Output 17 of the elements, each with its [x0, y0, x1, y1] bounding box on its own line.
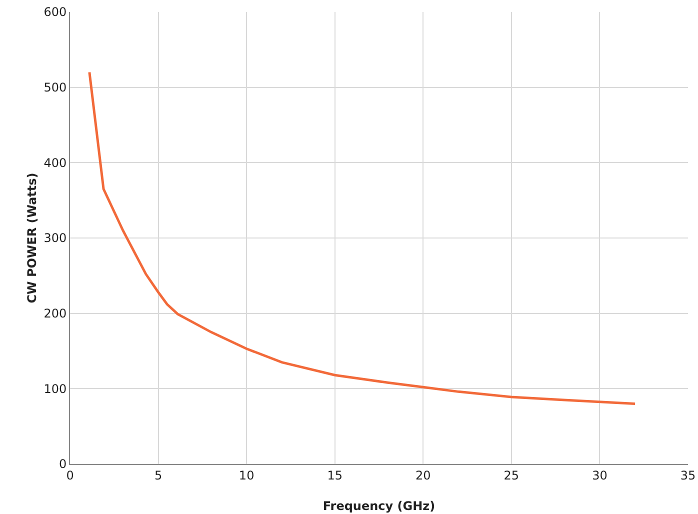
x-tick-label: 15: [327, 468, 342, 482]
x-tick-label: 25: [504, 468, 520, 482]
y-tick-label: 400: [44, 156, 67, 170]
x-tick-label: 5: [154, 468, 162, 482]
line-series: [88, 71, 636, 405]
y-tick-label: 0: [58, 457, 67, 472]
y-tick-label: 500: [44, 80, 67, 95]
x-tick-label: 20: [416, 468, 431, 482]
x-axis-title: Frequency (GHz): [322, 499, 436, 513]
y-axis-title: CW POWER (Watts): [25, 172, 39, 304]
x-tick-label: 35: [680, 468, 696, 482]
x-tick-label: 30: [592, 468, 608, 482]
y-tick-label: 600: [44, 5, 67, 20]
y-tick-label: 100: [44, 382, 67, 396]
y-tick-label: 200: [44, 306, 67, 321]
x-tick-label: 10: [238, 468, 254, 482]
y-tick-label: 300: [44, 231, 67, 246]
